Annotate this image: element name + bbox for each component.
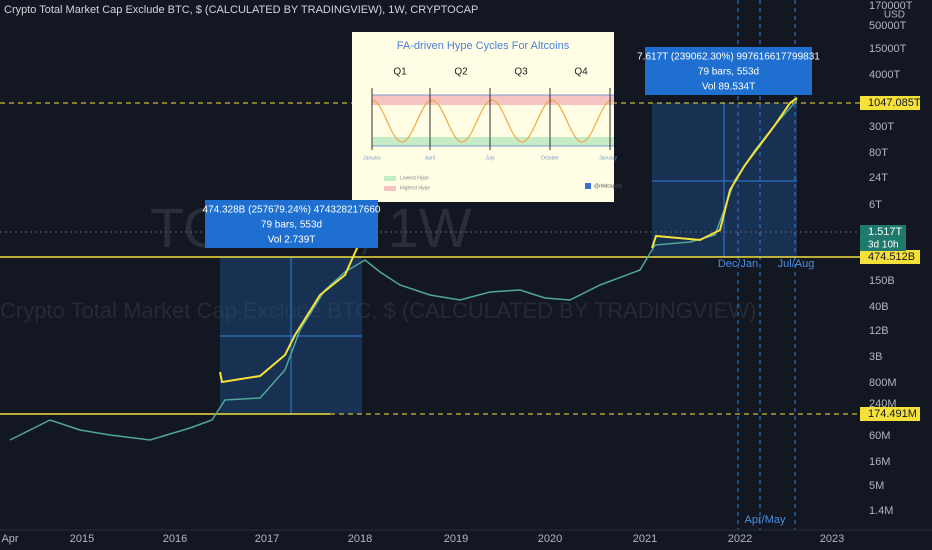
inset-image — [352, 32, 614, 202]
price-label: 16M — [869, 456, 890, 468]
price-label: 24T — [869, 172, 888, 184]
price-label: 4000T — [869, 69, 900, 81]
watermark-name: Crypto Total Market Cap Exclude BTC, $ (… — [0, 298, 756, 323]
time-label: 2021 — [633, 533, 657, 545]
time-label: 2016 — [163, 533, 187, 545]
level-price: 174.491M — [868, 408, 917, 420]
time-label: 2022 — [728, 533, 752, 545]
time-label: 2020 — [538, 533, 562, 545]
month: January — [363, 155, 381, 161]
measure-text: 7.617T (239062.30%) 997616617799831 — [637, 52, 820, 63]
time-label: 2015 — [70, 533, 94, 545]
measure-label — [205, 200, 378, 248]
price-axis — [860, 0, 932, 530]
price-label: 12B — [869, 325, 889, 337]
hype-path — [219, 236, 363, 384]
price-label: 50000T — [869, 20, 907, 32]
quarter: Q4 — [574, 67, 588, 78]
current-tag — [860, 225, 906, 251]
price-label: 800M — [869, 377, 897, 389]
measure-text: Vol 2.739T — [268, 235, 316, 246]
level-tag — [860, 407, 920, 421]
month: April — [425, 155, 435, 161]
level-tag — [860, 250, 920, 264]
price-label: 1.4M — [869, 505, 893, 517]
price-label: 3B — [869, 351, 882, 363]
measure-label — [645, 47, 812, 95]
quarter: Q2 — [454, 67, 468, 78]
currency: USD — [884, 10, 905, 21]
time-label: 2023 — [820, 533, 844, 545]
time-label: 2019 — [444, 533, 468, 545]
annotation: Dec/Jan — [718, 258, 758, 270]
price-label: 6T — [869, 199, 882, 211]
price-label: 15000T — [869, 43, 907, 55]
measure-text: 79 bars, 553d — [261, 220, 322, 231]
quarter: Q1 — [393, 67, 407, 78]
measure-text: Vol 89.534T — [702, 82, 755, 93]
price-series — [9, 99, 798, 441]
inset-legend: Lowest Hype — [400, 175, 429, 181]
month: October — [541, 155, 559, 161]
inset-title: FA-driven Hype Cycles For Altcoins — [397, 40, 570, 52]
price-label: 150B — [869, 275, 895, 287]
price-label: 40B — [869, 301, 889, 313]
measure-text: 474.328B (257679.24%) 474328217660 — [203, 205, 381, 216]
header-title: Crypto Total Market Cap Exclude BTC, $ (… — [4, 4, 478, 16]
level-price: 474.512B — [868, 251, 915, 263]
month: January — [599, 155, 617, 161]
level-price: 1047.085T — [868, 97, 921, 109]
inset-legend: Highest Hype — [400, 185, 430, 191]
annotation: Jul/Aug — [778, 258, 815, 270]
price-label: 170000T — [869, 0, 913, 12]
measure-text: 79 bars, 553d — [698, 67, 759, 78]
price-label: 5M — [869, 480, 884, 492]
hype-path — [651, 97, 798, 249]
time-label: Apr — [1, 533, 18, 545]
time-label: 2018 — [348, 533, 372, 545]
price-label: 240M — [869, 398, 897, 410]
price-label: 300T — [869, 121, 894, 133]
countdown: 3d 10h — [868, 240, 899, 251]
current-price: 1.517T — [868, 226, 903, 238]
month: July — [486, 155, 495, 161]
credit: @rektcapital — [594, 183, 622, 189]
level-tag — [860, 96, 920, 110]
quarter: Q3 — [514, 67, 528, 78]
time-label: 2017 — [255, 533, 279, 545]
annotation: Apr/May — [745, 514, 786, 526]
price-label: 80T — [869, 147, 888, 159]
price-label: 60M — [869, 430, 890, 442]
